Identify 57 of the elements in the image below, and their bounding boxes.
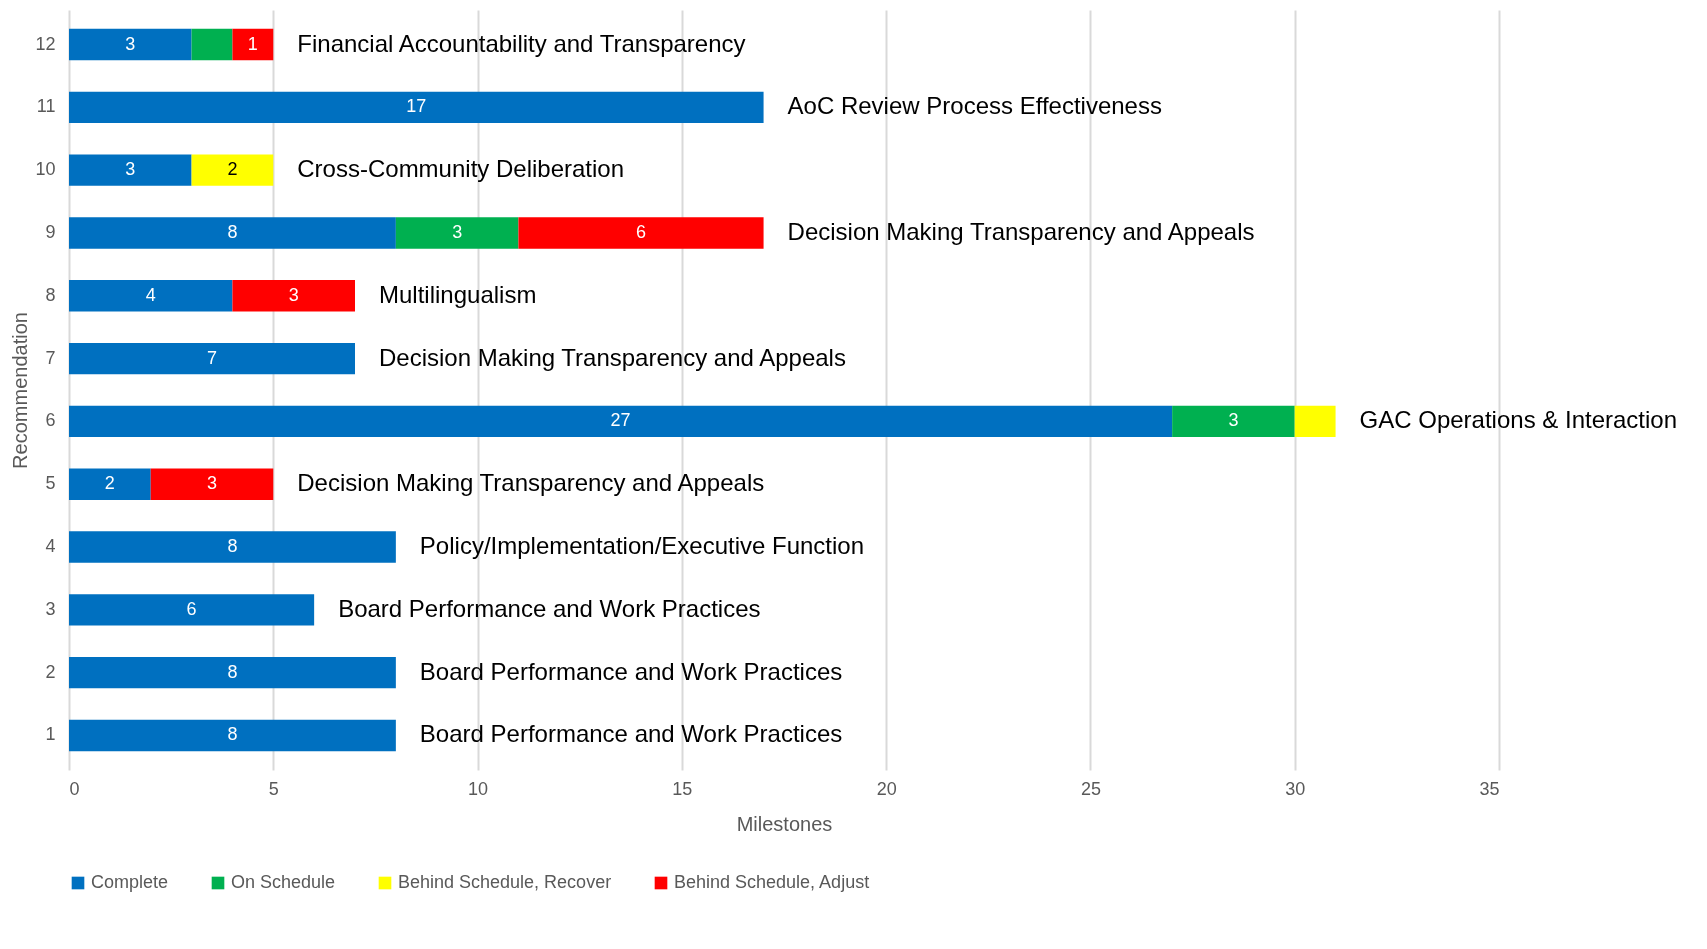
x-tick-label: 35 [1479,778,1500,799]
annotation: Board Performance and Work Practices [419,720,843,748]
y-tick-label: 10 [35,159,56,180]
data-label: 3 [206,473,218,494]
annotation: Financial Accountability and Transparency [297,29,746,57]
y-axis-title: Recommendation [9,312,32,469]
y-tick-label: 6 [45,410,56,431]
annotation: Cross-Community Deliberation [297,155,625,183]
annotation: Multilingualism [379,280,537,308]
annotation: Decision Making Transparency and Appeals [379,343,846,371]
legend-label: Behind Schedule, Recover [398,872,612,892]
data-label: 3 [288,284,299,305]
x-tick-label: 5 [268,778,279,799]
y-tick-label: 12 [35,33,56,54]
data-label: 8 [227,724,238,745]
y-tick-label: 9 [45,221,56,242]
data-label: 3 [125,159,136,180]
y-tick-label: 3 [45,598,56,619]
annotation: Board Performance and Work Practices [419,657,843,685]
annotation: Board Performance and Work Practices [338,594,761,622]
y-tick-label: 1 [45,724,56,745]
legend-label: Complete [91,872,169,892]
x-tick-label: 15 [672,778,693,799]
x-axis-title: Milestones [736,812,833,835]
data-label: 4 [145,284,156,305]
x-tick-label: 25 [1080,778,1101,799]
annotation: GAC Operations & Interaction [1359,406,1678,434]
y-tick-label: 11 [36,96,56,117]
annotation: Policy/Implementation/Executive Function [419,532,865,560]
data-label: 1 [247,33,258,54]
data-label: 6 [186,598,197,619]
x-tick-label: 20 [876,778,897,799]
y-tick-label: 2 [45,661,56,682]
x-tick-label: 30 [1285,778,1306,799]
y-tick-label: 5 [45,473,56,494]
data-label: 6 [635,221,647,242]
x-tick-label: 10 [468,778,489,799]
data-label: 8 [227,661,238,682]
data-label: 7 [206,347,218,368]
data-label: 8 [227,536,238,557]
legend-label: Behind Schedule, Adjust [674,872,870,892]
legend-label: On Schedule [231,872,336,892]
data-label: 8 [227,221,238,242]
annotation: Decision Making Transparency and Appeals [787,217,1255,245]
data-label: 3 [125,33,136,54]
y-tick-label: 4 [45,536,56,557]
annotation: Decision Making Transparency and Appeals [297,469,765,497]
y-tick-label: 7 [45,347,56,368]
data-label: 3 [1228,410,1239,431]
data-label: 27 [610,410,631,431]
annotation: AoC Review Process Effectiveness [787,92,1162,120]
data-label: 2 [227,159,238,180]
data-label: 2 [104,473,115,494]
data-label: 17 [406,96,427,117]
data-label: 3 [452,221,463,242]
y-tick-label: 8 [45,284,56,305]
x-tick-label: 0 [69,778,80,799]
